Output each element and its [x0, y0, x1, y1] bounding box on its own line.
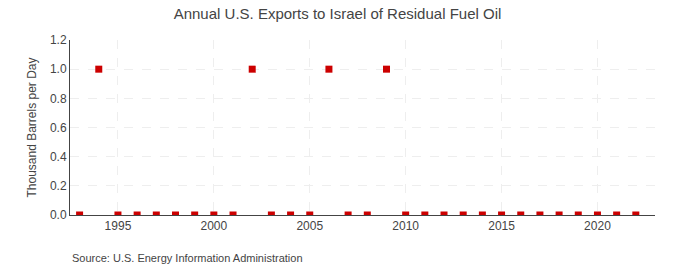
svg-text:0.2: 0.2	[50, 179, 67, 193]
svg-text:1995: 1995	[105, 219, 132, 233]
svg-text:Source: U.S. Energy Informatio: Source: U.S. Energy Information Administ…	[72, 252, 303, 264]
svg-text:2020: 2020	[584, 219, 611, 233]
svg-text:0.0: 0.0	[50, 208, 67, 222]
svg-text:0.6: 0.6	[50, 121, 67, 135]
svg-text:2005: 2005	[296, 219, 323, 233]
svg-text:2010: 2010	[392, 219, 419, 233]
svg-text:Thousand Barrels per Day: Thousand Barrels per Day	[25, 57, 39, 197]
svg-text:2000: 2000	[200, 219, 227, 233]
svg-text:1.2: 1.2	[50, 33, 67, 47]
svg-text:1.0: 1.0	[50, 62, 67, 76]
svg-text:0.8: 0.8	[50, 92, 67, 106]
svg-text:2015: 2015	[488, 219, 515, 233]
svg-text:Annual U.S. Exports to Israel: Annual U.S. Exports to Israel of Residua…	[174, 5, 502, 22]
svg-text:0.4: 0.4	[50, 150, 67, 164]
